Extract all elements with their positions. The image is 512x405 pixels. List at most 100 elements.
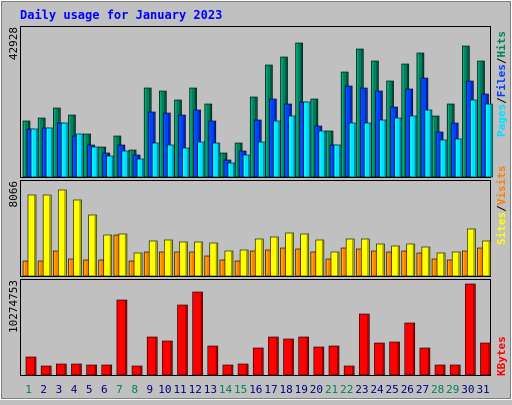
bar-sites-day-7	[118, 233, 128, 277]
bar-kbytes-day-22	[343, 365, 355, 376]
x-tick-label-day-11: 11	[173, 383, 186, 396]
bar-kbytes-day-23	[358, 313, 370, 376]
bar-sites-day-26	[406, 243, 416, 277]
bar-kbytes-day-10	[162, 340, 173, 376]
bar-pages-day-31	[485, 103, 493, 178]
bar-pages-day-29	[454, 138, 463, 178]
bar-pages-day-30	[470, 99, 478, 178]
bar-kbytes-day-7	[116, 299, 128, 376]
bar-sites-day-17	[270, 236, 279, 277]
bar-sites-day-22	[345, 238, 355, 277]
x-tick-label-day-31: 31	[476, 383, 489, 396]
bar-files-day-11	[178, 114, 186, 178]
bar-kbytes-day-17	[268, 336, 279, 376]
bar-sites-day-4	[73, 199, 82, 277]
bar-kbytes-day-25	[389, 341, 400, 376]
x-tick-label-day-15: 15	[234, 383, 247, 396]
bar-sites-day-19	[300, 233, 310, 277]
x-tick-label-day-20: 20	[310, 383, 323, 396]
bar-pages-day-14	[227, 162, 236, 178]
bar-sites-day-28	[436, 252, 446, 277]
legend-label-pages: Pages	[495, 104, 508, 137]
bar-sites-day-30	[467, 228, 476, 277]
bar-pages-day-23	[363, 122, 372, 178]
bar-pages-day-28	[439, 139, 448, 178]
x-tick-label-day-6: 6	[101, 383, 108, 396]
bar-pages-day-26	[409, 115, 418, 178]
x-tick-label-day-12: 12	[189, 383, 202, 396]
bar-pages-day-1	[30, 128, 39, 178]
bar-pages-day-2	[45, 127, 54, 178]
bar-kbytes-day-9	[146, 336, 158, 376]
x-tick-label-day-14: 14	[219, 383, 233, 396]
bar-kbytes-day-24	[374, 342, 385, 376]
x-tick-label-day-30: 30	[461, 383, 474, 396]
series-legend-panel-3: KBytes	[495, 336, 508, 376]
x-tick-label-day-7: 7	[116, 383, 123, 396]
bar-kbytes-day-12	[192, 291, 203, 376]
bar-sites-day-23	[360, 238, 370, 277]
x-tick-label-day-13: 13	[204, 383, 217, 396]
panel-hits-files-pages	[20, 26, 491, 178]
bar-kbytes-day-8	[131, 365, 143, 376]
bar-sites-day-24	[376, 243, 385, 277]
x-tick-label-day-23: 23	[355, 383, 368, 396]
bar-kbytes-day-4	[71, 363, 82, 376]
axis-labels: 42928Pages/Files/Hits8066Sites/Visits102…	[7, 27, 508, 396]
legend-label-hits: Hits	[495, 31, 508, 58]
bar-sites-day-29	[451, 251, 461, 277]
bar-sites-day-10	[164, 239, 173, 277]
x-tick-label-day-28: 28	[431, 383, 444, 396]
bar-pages-day-17	[273, 120, 281, 178]
bar-sites-day-14	[224, 250, 234, 277]
bar-pages-day-16	[257, 141, 266, 178]
bar-kbytes-day-5	[86, 364, 97, 376]
bar-pages-day-9	[151, 142, 160, 178]
bar-kbytes-day-11	[177, 304, 188, 376]
x-tick-label-day-24: 24	[370, 383, 384, 396]
bar-sites-day-25	[391, 245, 400, 277]
y-max-label-panel-1: 42928	[7, 27, 20, 60]
bar-kbytes-day-27	[419, 347, 431, 376]
bar-sites-day-18	[285, 232, 294, 277]
outer-frame-shadow	[1, 1, 511, 399]
bar-sites-day-5	[88, 214, 97, 277]
bar-sites-day-13	[209, 242, 219, 277]
x-tick-label-day-5: 5	[86, 383, 93, 396]
bar-pages-day-6	[106, 155, 115, 178]
bar-kbytes-day-29	[449, 364, 461, 376]
x-tick-label-day-21: 21	[325, 383, 338, 396]
bar-kbytes-day-19	[298, 336, 310, 376]
bar-pages-day-13	[212, 142, 221, 178]
bar-pages-day-12	[197, 141, 205, 178]
bar-pages-day-22	[348, 122, 357, 178]
x-tick-label-day-1: 1	[25, 383, 32, 396]
x-tick-label-day-16: 16	[249, 383, 262, 396]
bar-kbytes-day-3	[55, 363, 67, 376]
legend-separator: /	[495, 205, 508, 212]
x-tick-label-day-9: 9	[146, 383, 153, 396]
bar-sites-day-9	[148, 240, 158, 277]
bar-pages-day-3	[60, 122, 69, 178]
bar-kbytes-day-28	[434, 364, 446, 376]
bar-kbytes-day-18	[283, 338, 294, 376]
bar-kbytes-day-1	[25, 356, 37, 376]
bar-kbytes-day-13	[207, 345, 219, 376]
bar-kbytes-day-6	[101, 364, 113, 376]
bar-sites-day-20	[315, 239, 325, 277]
legend-separator: /	[495, 57, 508, 64]
series-legend-panel-1: Pages/Files/Hits	[495, 31, 508, 137]
legend-label-kbytes: KBytes	[495, 336, 508, 376]
bar-pages-day-21	[333, 144, 342, 178]
legend-label-sites: Sites	[495, 212, 508, 245]
x-tick-label-day-4: 4	[71, 383, 78, 396]
bar-sites-day-15	[239, 249, 249, 277]
legend-separator: /	[495, 97, 508, 104]
x-tick-label-day-25: 25	[386, 383, 399, 396]
chart-marks	[22, 42, 493, 376]
bar-sites-day-12	[194, 241, 203, 277]
panel-visits-sites	[20, 180, 491, 277]
bar-pages-day-4	[76, 133, 84, 178]
